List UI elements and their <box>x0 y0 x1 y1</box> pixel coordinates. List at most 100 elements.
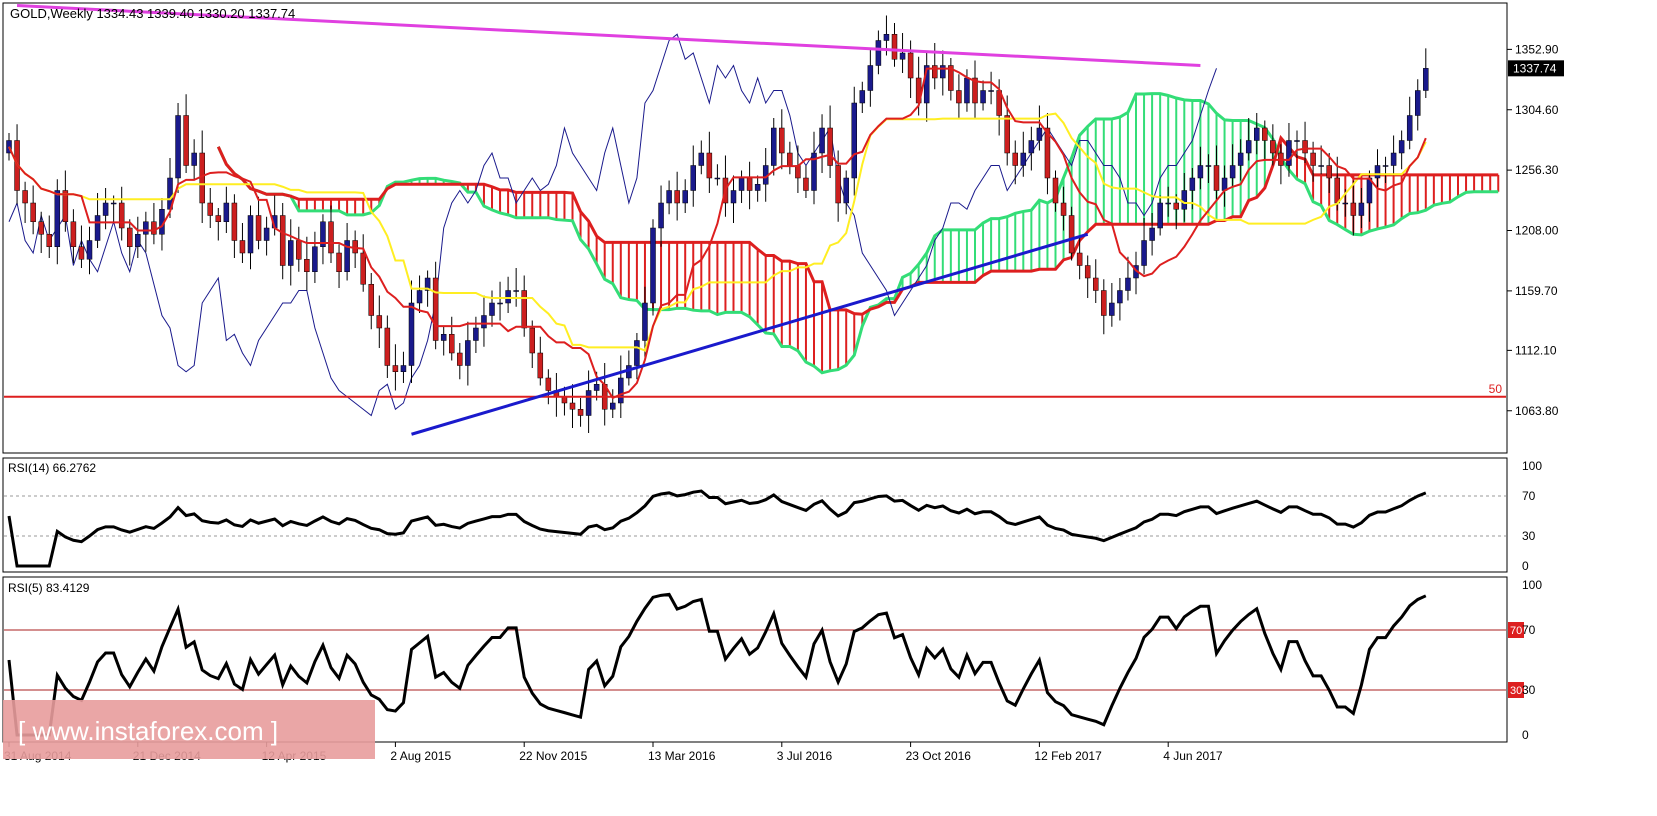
rsi-tick-label: 0 <box>1522 559 1529 573</box>
candle-body <box>1270 140 1276 154</box>
candle-body <box>1358 202 1365 216</box>
candle-body <box>843 177 849 204</box>
time-tick-label: 13 Mar 2016 <box>648 749 716 763</box>
candle-body <box>368 284 374 316</box>
candle-body <box>1109 302 1115 316</box>
candle-body <box>1382 165 1389 167</box>
time-tick-label: 22 Nov 2015 <box>519 749 587 763</box>
candle-body <box>465 340 471 366</box>
candle-body <box>1350 202 1357 216</box>
candle-body <box>545 377 552 391</box>
candle-body <box>851 102 857 179</box>
rsi-level-label: 70 <box>1510 625 1522 637</box>
candle-body <box>1060 202 1067 216</box>
candle-body <box>980 90 986 104</box>
rsi-line <box>7 489 1427 568</box>
resistance-trendline <box>16 4 1201 67</box>
candle-body <box>529 327 535 354</box>
candle-body <box>70 221 77 247</box>
candle-body <box>618 377 624 404</box>
candle-body <box>513 290 519 292</box>
instaforex-watermark: [ www.instaforex.com ] <box>3 700 375 759</box>
candle-body <box>730 190 737 204</box>
candle-body <box>1052 177 1059 204</box>
rsi-level-box <box>1508 622 1524 638</box>
candle-body <box>127 227 133 247</box>
watermark-text: [ www.instaforex.com ] <box>18 716 278 746</box>
candle-body <box>803 177 809 191</box>
candle-body <box>1423 68 1429 91</box>
candle-body <box>376 315 383 329</box>
candle-body <box>795 165 801 179</box>
candle-body <box>988 90 994 92</box>
candle-body <box>143 221 149 235</box>
candle-body <box>1197 165 1204 179</box>
candle-body <box>1165 202 1171 205</box>
rsi14-label: RSI(14) 66.2762 <box>8 461 96 475</box>
candle-body <box>78 246 85 260</box>
candle-body <box>1342 202 1349 205</box>
rsi-tick-label: 0 <box>1522 728 1529 742</box>
candle-body <box>1189 177 1196 191</box>
candle-body <box>746 177 753 191</box>
candle-body <box>593 384 600 391</box>
rsi-tick-label: 100 <box>1522 459 1542 473</box>
candle-body <box>1318 165 1324 167</box>
candle-body <box>304 259 310 272</box>
candle-body <box>972 77 978 104</box>
candle-body <box>650 227 656 304</box>
candle-body <box>1326 165 1332 179</box>
rsi5-label: RSI(5) 83.4129 <box>8 581 90 595</box>
candle-body <box>328 221 334 254</box>
candle-body <box>457 352 463 366</box>
candle-body <box>392 365 399 372</box>
candle-body <box>883 34 890 41</box>
candle-body <box>22 190 28 204</box>
rsi-level-label: 30 <box>1510 685 1522 697</box>
price-tick-label: 1208.00 <box>1515 224 1559 238</box>
candle-body <box>320 221 326 247</box>
time-tick-label: 2 Aug 2015 <box>390 749 451 763</box>
price-tick-label: 1352.90 <box>1515 42 1559 56</box>
candle-body <box>964 77 970 104</box>
candle-body <box>634 340 640 366</box>
candle-body <box>296 240 302 260</box>
candle-body <box>779 127 785 154</box>
candle-body <box>1205 165 1212 167</box>
candle-body <box>505 290 511 304</box>
candle-body <box>1173 202 1179 210</box>
candle-body <box>1229 165 1236 179</box>
candle-body <box>118 202 125 229</box>
support-trendline <box>411 232 1089 436</box>
candle-body <box>1141 240 1147 266</box>
candle-body <box>1028 140 1035 154</box>
candle-body <box>674 190 680 204</box>
candle-body <box>948 65 954 91</box>
candle-body <box>891 34 898 60</box>
candle-body <box>1262 127 1268 141</box>
senkou-span-b-line <box>216 134 1499 316</box>
price-tick-label: 1304.60 <box>1515 103 1559 117</box>
candle-body <box>102 202 109 216</box>
current-price-box <box>1508 60 1564 77</box>
candle-body <box>1149 227 1155 241</box>
candle-body <box>440 334 447 341</box>
kijun-sen-line <box>8 112 1427 352</box>
candle-body <box>666 190 672 204</box>
candle-body <box>247 215 254 254</box>
rsi-tick-label: 30 <box>1522 529 1536 543</box>
time-tick-label: 3 Jul 2016 <box>777 749 833 763</box>
candle-body <box>1012 152 1018 166</box>
candle-body <box>1374 165 1381 179</box>
candle-body <box>1237 152 1244 166</box>
candle-body <box>932 65 938 79</box>
candle-body <box>859 90 866 104</box>
candle-body <box>956 90 962 104</box>
candle-body <box>1254 127 1260 141</box>
candle-body <box>449 334 455 354</box>
candle-body <box>714 177 721 180</box>
candle-body <box>336 252 342 272</box>
candle-body <box>819 127 825 154</box>
